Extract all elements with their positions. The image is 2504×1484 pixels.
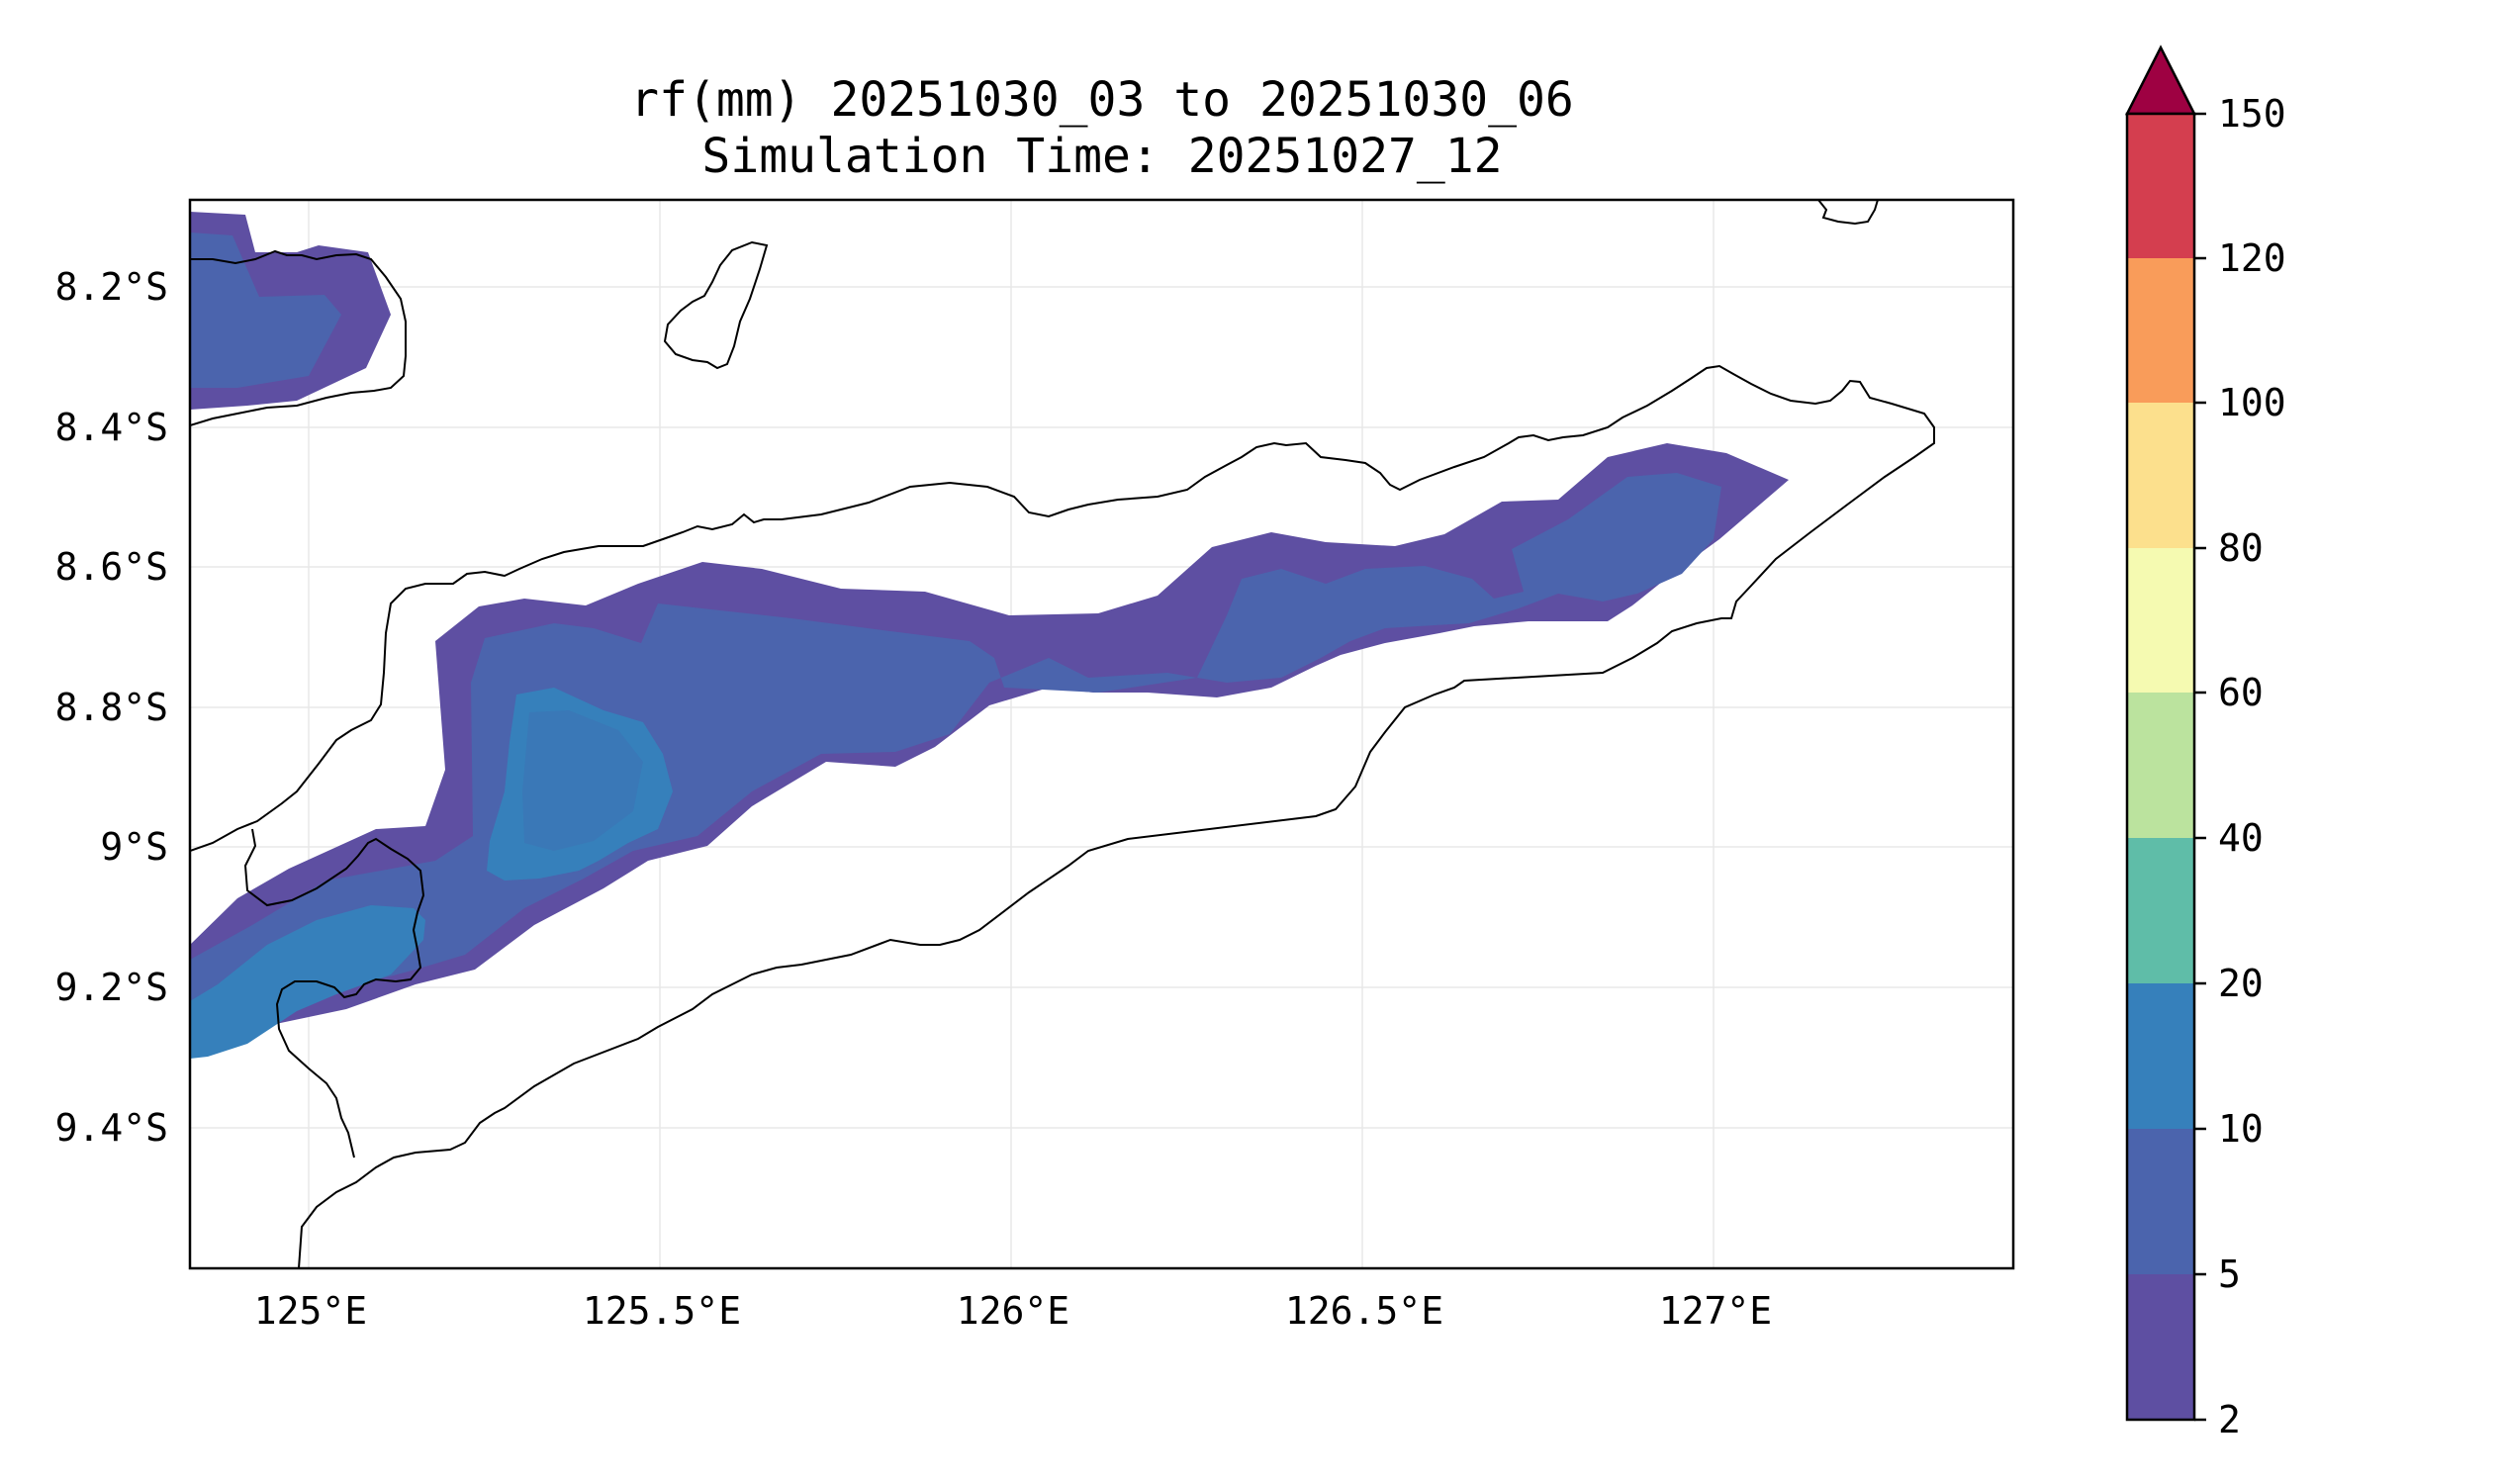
colorbar-segment-2 (2127, 1129, 2194, 1274)
x-tick-label-127: 127°E (1659, 1289, 1772, 1333)
colorbar-segment-1 (2127, 1274, 2194, 1420)
x-tick-label-126: 126°E (957, 1289, 1069, 1333)
coastline-timor-north (190, 364, 1935, 1268)
y-tick-label-8-2: 8.2°S (55, 265, 168, 309)
colorbar-label-120: 120 (2218, 236, 2286, 280)
title-line-2: Simulation Time: 20251027_12 (701, 129, 1502, 184)
colorbar-segment-9 (2127, 114, 2194, 258)
colorbar-extend-triangle (2124, 45, 2197, 116)
contour-nw-5-10 (190, 232, 341, 388)
x-tick-label-125-5: 125.5°E (583, 1289, 741, 1333)
colorbar-segment-3 (2127, 983, 2194, 1129)
colorbar-label-80: 80 (2218, 526, 2264, 570)
colorbar-segment-5 (2127, 693, 2194, 838)
y-tick-label-9-4: 9.4°S (55, 1106, 168, 1150)
x-axis: 125°E 125.5°E 126°E 126.5°E 127°E (254, 1289, 1772, 1333)
title-line-1: rf(mm) 20251030_03 to 20251030_06 (630, 72, 1574, 128)
colorbar-segment-6 (2127, 548, 2194, 693)
colorbar-segment-8 (2127, 258, 2194, 403)
contour-central-highlight (522, 710, 643, 851)
colorbar-label-10: 10 (2218, 1107, 2264, 1151)
y-tick-label-9-2: 9.2°S (55, 966, 168, 1009)
colorbar-label-20: 20 (2218, 962, 2264, 1005)
coastline-wetar (1817, 200, 1879, 226)
colorbar-frame (2125, 112, 2196, 1422)
coastline-flores-east (190, 249, 407, 426)
coastline-border-west (243, 828, 425, 1159)
coastline-atauro (663, 240, 769, 370)
colorbar-label-2: 2 (2218, 1398, 2241, 1441)
map-frame (188, 198, 2015, 1270)
colorbar-ticks (2194, 112, 2206, 1422)
y-tick-label-8-8: 8.8°S (55, 686, 168, 729)
colorbar-labels: 2 5 10 20 40 60 80 100 120 150 (2218, 92, 2286, 1441)
colorbar-segment-4 (2127, 838, 2194, 983)
map-area (188, 198, 2015, 1270)
rainfall-contours (190, 212, 1789, 1059)
y-tick-label-8-6: 8.6°S (55, 545, 168, 589)
colorbar: 2 5 10 20 40 60 80 100 120 150 (2124, 45, 2286, 1441)
colorbar-label-40: 40 (2218, 816, 2264, 860)
colorbar-label-5: 5 (2218, 1252, 2241, 1296)
colorbar-label-150: 150 (2218, 92, 2286, 136)
x-tick-label-126-5: 126.5°E (1285, 1289, 1443, 1333)
contour-central-5-10 (190, 473, 1721, 1029)
y-tick-label-8-4: 8.4°S (55, 406, 168, 449)
colorbar-segment-7 (2127, 403, 2194, 548)
y-tick-label-9: 9°S (100, 825, 168, 869)
y-axis: 8.2°S 8.4°S 8.6°S 8.8°S 9°S 9.2°S 9.4°S (55, 265, 168, 1150)
coastlines (190, 200, 1935, 1268)
colorbar-label-100: 100 (2218, 381, 2286, 424)
colorbar-label-60: 60 (2218, 671, 2264, 714)
x-tick-label-125: 125°E (254, 1289, 367, 1333)
